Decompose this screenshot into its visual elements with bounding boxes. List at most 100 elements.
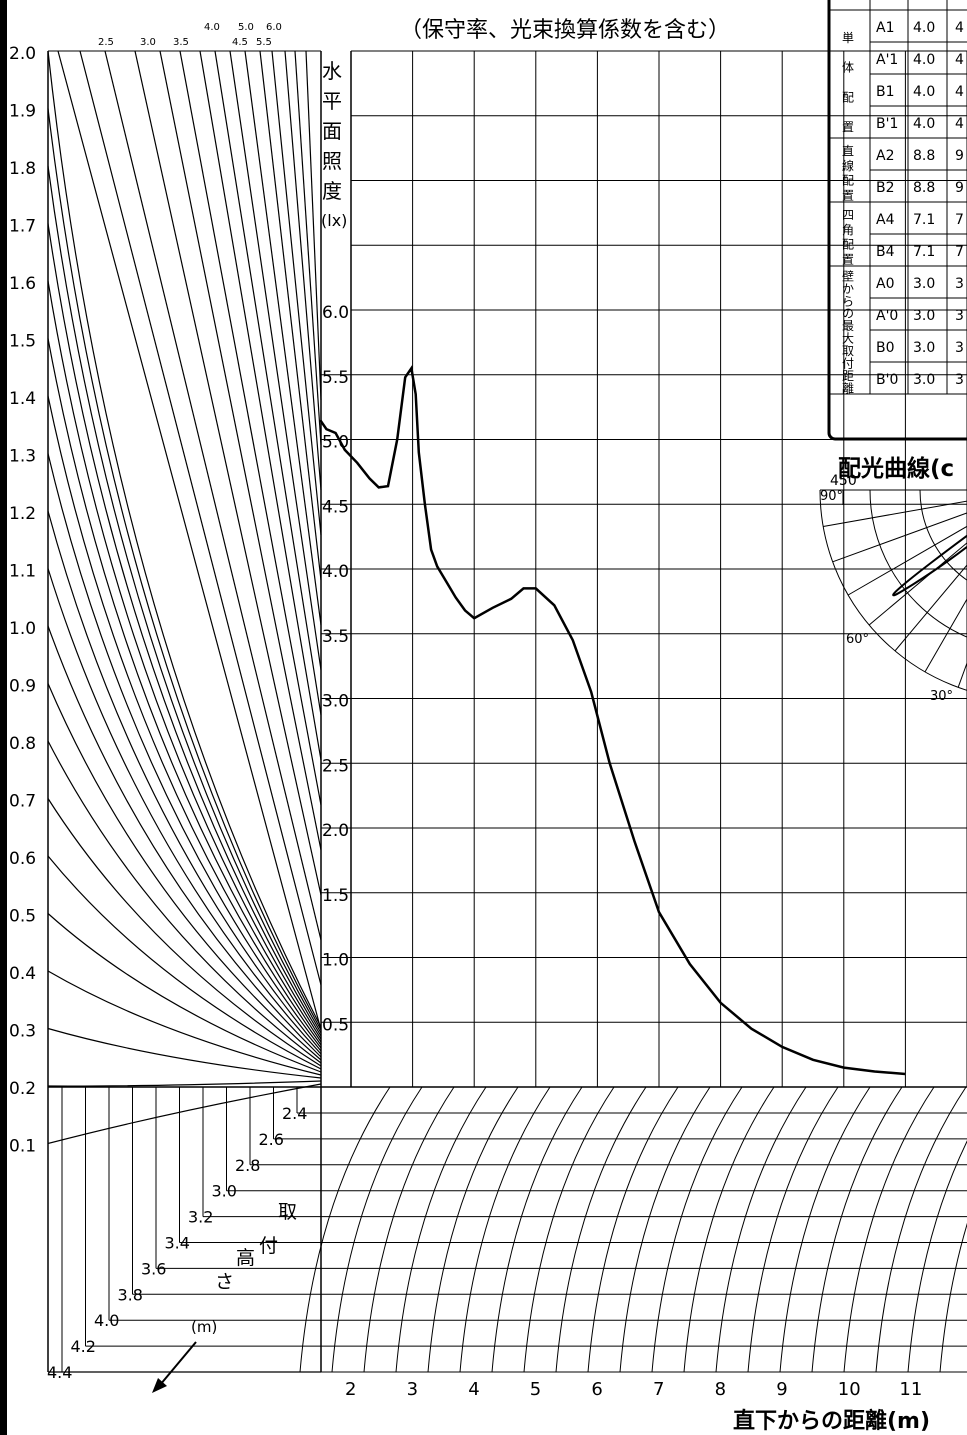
height-arc xyxy=(555,1086,647,1373)
height-arc xyxy=(651,1086,743,1373)
table-group-char: 角 xyxy=(842,223,854,237)
table-group-char: 置 xyxy=(842,189,854,203)
scale-value: 1.0 xyxy=(9,619,36,639)
table-cell-code: B2 xyxy=(876,180,895,196)
scale-value: 0.1 xyxy=(9,1137,36,1157)
scale-curve xyxy=(47,913,322,1073)
height-label: 2.4 xyxy=(282,1104,307,1123)
scale-curve xyxy=(47,108,322,1031)
table-cell-value: 8.8 xyxy=(913,180,935,196)
y-tick-labels: 6.05.55.04.54.03.53.02.52.01.51.00.5 xyxy=(322,303,349,1035)
illuminance-title-char: 平 xyxy=(322,89,342,113)
table-group-char: か xyxy=(842,282,854,296)
height-arc xyxy=(299,1086,391,1373)
x-tick-label: 4 xyxy=(468,1379,479,1400)
top-label: 4.0 xyxy=(204,22,220,33)
steep-line xyxy=(159,50,322,851)
height-arc xyxy=(491,1086,583,1373)
scale-curve xyxy=(47,798,322,1067)
header-note: （保守率、光束換算係数を含む） xyxy=(400,18,730,43)
table-group-char: 配 xyxy=(842,238,854,252)
steep-line xyxy=(104,50,322,941)
table-cell-value: 7 xyxy=(955,244,964,260)
scale-curve xyxy=(47,683,322,1061)
scale-value: 0.3 xyxy=(9,1022,36,1042)
y-tick-label: 3.5 xyxy=(322,627,349,647)
scale-value: 0.2 xyxy=(9,1079,36,1099)
polar-angle-30: 30° xyxy=(930,689,953,704)
scale-value: 1.8 xyxy=(9,159,36,179)
table-group-char: 単 xyxy=(842,31,854,45)
height-title-char: さ xyxy=(215,1271,234,1293)
left-scale: 2.0 1.9 1.8 1.7 1.6 1.5 1.4 1.3 1.2 1.1 1.0 0.9 0.8 0… xyxy=(9,44,322,1372)
left-border xyxy=(0,0,7,1435)
polar-diagram xyxy=(819,489,967,691)
mount-height-nomogram xyxy=(48,1086,967,1373)
table-group-char: ら xyxy=(842,294,854,308)
steep-line xyxy=(214,50,322,716)
steep-line xyxy=(79,50,322,986)
table-frame xyxy=(827,0,967,441)
y-tick-label: 0.5 xyxy=(322,1015,349,1035)
height-arc xyxy=(683,1086,775,1373)
scale-value: 2.0 xyxy=(9,44,36,64)
table-group-char: 体 xyxy=(842,61,854,75)
table-group-char: 最 xyxy=(842,319,854,333)
height-label: 3.4 xyxy=(165,1234,190,1253)
scale-curve xyxy=(47,625,322,1058)
steep-line xyxy=(244,50,322,626)
scale-value: 0.4 xyxy=(9,964,36,984)
table-cell-value: 4.0 xyxy=(913,84,935,100)
polar-angle-90: 90° xyxy=(820,489,843,504)
steep-line xyxy=(294,50,322,446)
polar-spoke xyxy=(832,512,967,563)
table-cell-code: A'0 xyxy=(876,308,898,324)
height-arc xyxy=(427,1086,519,1373)
table-cell-value: 3 xyxy=(955,308,964,324)
x-tick-label: 2 xyxy=(345,1379,356,1400)
height-arc xyxy=(907,1140,967,1373)
scale-value: 1.7 xyxy=(9,217,36,237)
top-label: 3.5 xyxy=(173,37,189,48)
scale-curve xyxy=(47,1083,322,1145)
mount-height-unit: (m) xyxy=(191,1318,217,1336)
curve-top-labels: 4.0 5.0 6.0 2.5 3.0 3.5 4.5 5.5 xyxy=(98,22,282,48)
y-tick-label: 4.0 xyxy=(322,562,349,582)
y-tick-label: 4.5 xyxy=(322,497,349,517)
table-cell-code: A4 xyxy=(876,212,895,228)
x-tick-label: 10 xyxy=(838,1379,861,1400)
table-cell-value: 8.8 xyxy=(913,148,935,164)
height-label: 4.0 xyxy=(94,1311,119,1330)
scale-curve xyxy=(47,1027,322,1079)
y-tick-label: 2.0 xyxy=(322,821,349,841)
polar-ring xyxy=(869,489,967,638)
scale-curve xyxy=(47,740,322,1064)
height-arc xyxy=(747,1086,839,1373)
scale-value: 1.6 xyxy=(9,274,36,294)
table-group-char: 直 xyxy=(842,144,854,158)
x-tick-label: 5 xyxy=(530,1379,541,1400)
illuminance-title-char: 度 xyxy=(322,179,342,203)
illuminance-title-char: 水 xyxy=(322,59,342,83)
height-label: 4.4 xyxy=(47,1363,72,1382)
x-tick-label: 11 xyxy=(899,1379,922,1400)
table-group-char: の xyxy=(842,307,854,321)
table-group-char: 付 xyxy=(842,356,854,370)
polar-spoke xyxy=(847,525,967,596)
height-arc xyxy=(587,1086,679,1373)
height-label: 3.0 xyxy=(212,1182,237,1201)
height-arc xyxy=(363,1086,455,1373)
table-cell-value: 3.0 xyxy=(913,372,935,388)
table-cell-code: B'1 xyxy=(876,116,898,132)
height-title-char: 付 xyxy=(259,1235,278,1257)
table-cell-value: 4 xyxy=(955,20,964,36)
table-cell-code: B4 xyxy=(876,244,895,260)
steep-line xyxy=(134,50,322,896)
scale-value: 0.9 xyxy=(9,677,36,697)
top-label: 4.5 xyxy=(232,37,248,48)
polar-scale: 450 xyxy=(830,473,857,489)
table-cell-value: 4 xyxy=(955,116,964,132)
